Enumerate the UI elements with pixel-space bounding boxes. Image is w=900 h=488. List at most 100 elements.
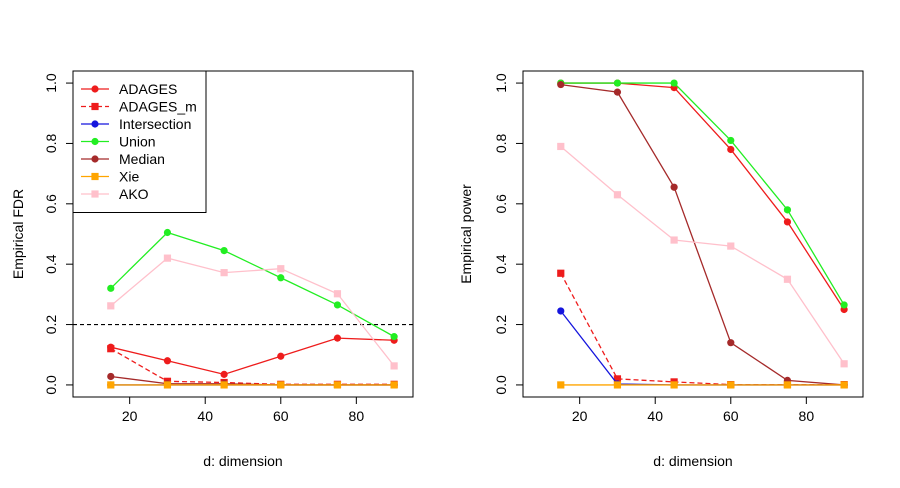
data-point [557,381,565,389]
series-line [110,257,395,367]
data-point [277,381,285,389]
data-point [163,228,172,237]
legend-marker [91,190,99,198]
y-tick-label: 0.6 [43,194,59,214]
data-point [783,218,792,226]
series-line [110,231,395,338]
plot-frame [72,70,414,398]
data-point [220,247,228,255]
series-line [560,145,845,365]
series-line [560,83,845,386]
data-point [333,301,342,309]
data-point [840,381,848,389]
x-tick-label: 80 [799,408,815,424]
data-point [277,274,285,282]
y-tick-label: 0.2 [493,315,509,335]
legend-label: Xie [119,169,139,185]
data-point [840,360,848,368]
legend-marker [91,172,99,181]
legend-label: Union [119,134,156,150]
series-union [557,79,848,309]
data-point [557,142,565,151]
data-point [670,236,678,244]
y-axis-label: Empirical FDR [10,189,26,279]
legend-marker [91,137,99,146]
x-tick-label: 40 [647,408,663,424]
data-point [163,381,172,389]
data-point [163,357,172,365]
data-point [107,372,115,381]
data-point [107,302,115,310]
data-point [107,284,115,292]
y-tick-label: 0.8 [43,134,59,154]
data-point [277,352,285,360]
data-point [557,307,565,315]
data-point [670,183,678,191]
data-point [390,362,398,370]
series-line [560,82,845,306]
data-point [390,333,398,341]
y-tick-label: 0.8 [493,134,509,154]
x-tick-label: 60 [723,408,739,424]
data-point [727,242,735,250]
x-tick-label: 60 [273,408,289,424]
data-point [670,381,678,389]
series-ako [557,142,848,368]
legend-label: ADAGES_m [119,99,197,115]
data-point [333,381,342,389]
data-point [783,206,792,214]
series-union [107,228,398,341]
data-point [727,339,735,347]
legend-label: Median [119,151,165,167]
y-axis-label: Empirical power [458,184,474,284]
data-point [390,381,398,389]
data-point [220,381,228,389]
data-point [107,381,115,389]
data-point [220,269,228,277]
data-point [333,334,342,342]
y-tick-label: 0.4 [43,254,59,274]
data-point [163,254,172,262]
data-point [220,370,228,378]
legend-label: ADAGES [119,81,177,97]
data-point [613,381,622,389]
data-point [613,375,622,383]
x-axis-label: d: dimension [653,453,732,469]
data-point [783,381,792,389]
x-tick-label: 20 [122,408,138,424]
data-point [727,136,735,145]
legend-label: AKO [119,186,149,202]
legend-marker [91,85,99,93]
data-point [107,345,115,353]
data-point [783,275,792,283]
data-point [727,145,735,154]
y-tick-label: 0.2 [43,315,59,335]
data-point [557,80,565,89]
legend-marker [91,120,99,128]
x-tick-label: 20 [572,408,588,424]
series-xie [557,381,848,389]
x-tick-label: 80 [349,408,365,424]
x-tick-label: 40 [197,408,213,424]
series-ako [107,254,398,370]
data-point [613,191,622,199]
data-point [727,381,735,389]
panel-power: 20 40 60 80 0.0 0.2 0.4 0.6 0.8 1.0 d: dimension Em… [458,70,864,469]
plot-frame [522,70,864,398]
data-point [840,301,848,309]
y-tick-label: 0.6 [493,194,509,214]
data-point [277,265,285,273]
y-tick-label: 0.0 [43,375,59,395]
series-xie [107,381,398,389]
legend-marker [91,102,99,111]
data-point [613,88,622,96]
y-tick-label: 1.0 [493,73,509,93]
data-point [613,79,622,87]
y-tick-label: 0.0 [493,375,509,395]
series-line [110,337,395,376]
data-point [333,290,342,298]
legend-label: Intersection [119,116,191,132]
panel-fdr: 20 40 60 80 0.0 0.2 0.4 0.6 0.8 1.0 d: dimension Em… [10,70,414,469]
